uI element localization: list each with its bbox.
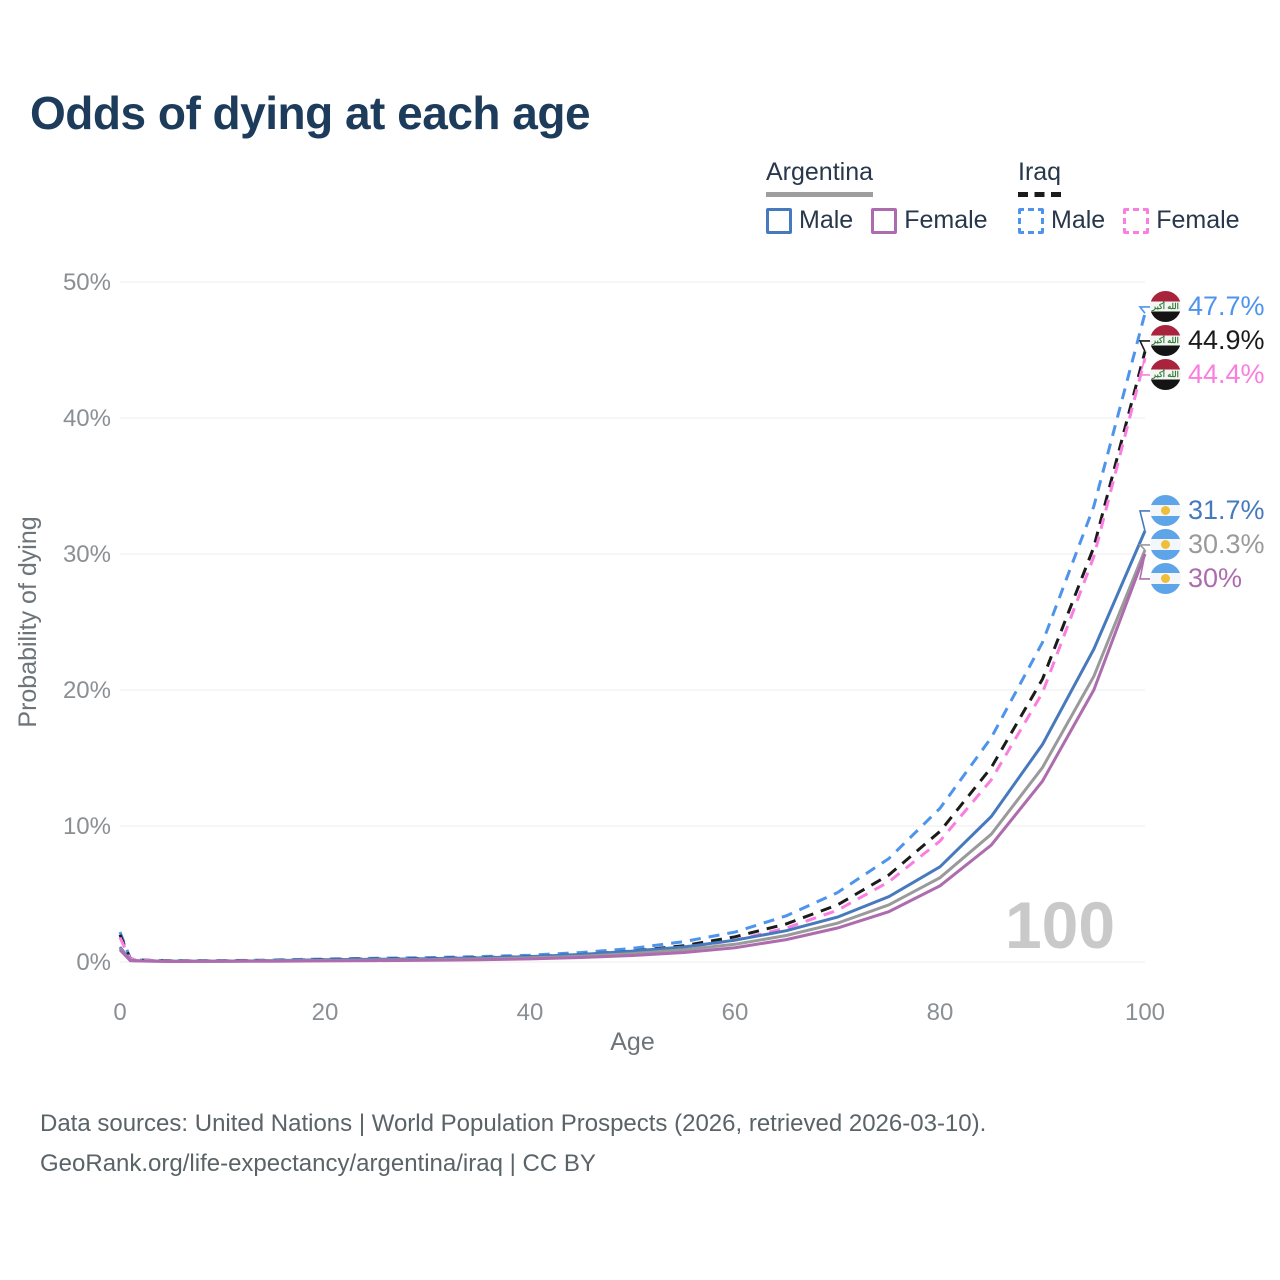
label-connector-iraq-female [1138, 357, 1151, 376]
argentina-female-swatch-icon [871, 207, 898, 234]
footer-attribution: GeoRank.org/life-expectancy/argentina/ir… [40, 1150, 596, 1177]
legend-item-label: Male [799, 206, 854, 234]
legend-items-iraq: Male Female [1018, 206, 1240, 235]
label-connector-argentina-total [1138, 544, 1151, 551]
label-connector-iraq-male [1138, 306, 1151, 314]
legend-item-label: Female [904, 206, 988, 234]
series-line-argentina-male [118, 530, 1147, 963]
legend-item-iraq-male[interactable]: Male [1018, 206, 1105, 235]
series-line-iraq-male [118, 312, 1147, 963]
legend-items-argentina: Male Female [766, 206, 988, 235]
y-tick-label: 40% [63, 405, 111, 432]
footer-data-sources: Data sources: United Nations | World Pop… [40, 1110, 987, 1137]
y-tick-label: 50% [63, 269, 111, 296]
label-connector-argentina-male [1138, 510, 1151, 532]
iraq-female-swatch-icon [1123, 207, 1150, 234]
legend-country-argentina[interactable]: Argentina [766, 158, 874, 197]
x-tick-label: 60 [722, 999, 749, 1026]
legend-item-argentina-male[interactable]: Male [766, 206, 853, 235]
y-tick-label: 0% [76, 949, 111, 976]
page-title: Odds of dying at each age [30, 87, 591, 139]
legend-item-label: Female [1156, 206, 1240, 234]
series-line-iraq-female [118, 357, 1147, 963]
x-tick-label: 40 [517, 999, 544, 1026]
x-tick-label: 100 [1125, 999, 1165, 1026]
legend-group-iraq: Iraq Male Female [1018, 158, 1240, 235]
x-tick-label: 20 [312, 999, 339, 1026]
y-tick-label: 10% [63, 813, 111, 840]
argentina-male-swatch-icon [766, 207, 792, 234]
series-line-argentina-total [118, 549, 1147, 963]
x-tick-label: 80 [927, 999, 954, 1026]
iraq-male-swatch-icon [1018, 207, 1044, 234]
legend-country-iraq[interactable]: Iraq [1018, 158, 1062, 197]
label-connector-iraq-total [1138, 340, 1151, 352]
y-axis-title: Probability of dying [14, 516, 42, 727]
series-line-iraq-total [118, 351, 1147, 963]
series-line-argentina-female [118, 553, 1147, 964]
legend-item-label: Male [1051, 206, 1106, 234]
x-axis-title: Age [610, 1028, 654, 1056]
age-watermark: 100 [1005, 888, 1115, 962]
legend-item-argentina-female[interactable]: Female [871, 206, 988, 235]
footer: Data sources: United Nations | World Pop… [40, 1104, 986, 1184]
legend-item-iraq-female[interactable]: Female [1123, 206, 1240, 235]
legend-group-argentina: Argentina Male Female [766, 158, 988, 235]
y-tick-label: 20% [63, 677, 111, 704]
y-tick-label: 30% [63, 541, 111, 568]
x-tick-label: 0 [113, 999, 126, 1026]
label-connector-argentina-female [1139, 553, 1151, 580]
